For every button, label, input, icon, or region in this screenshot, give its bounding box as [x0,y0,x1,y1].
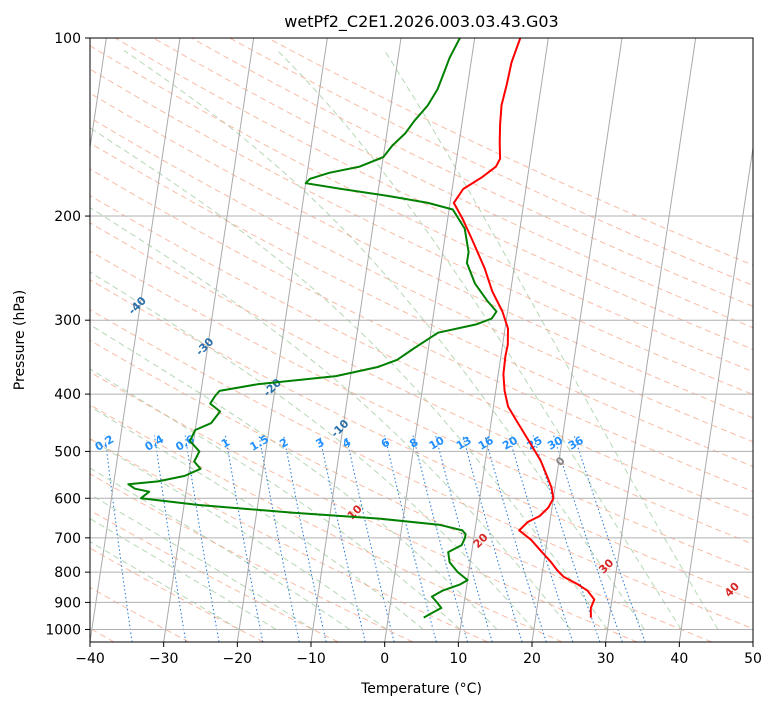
mixing-ratio-line [225,435,264,642]
mixing-ratio-line [283,435,327,642]
isotherm-line [384,38,476,642]
isotherm-line [678,144,753,642]
isotherm-line [236,38,328,642]
moist-adiabat-line [90,518,277,630]
isotherm-line [457,38,549,642]
isotherm-line [310,38,402,642]
dry-adiabat-line [90,547,264,642]
skewed-isotherms [90,38,753,642]
chart-title: wetPf2_C2E1.2026.003.03.43.G03 [284,12,558,32]
dry-adiabat-line [90,404,563,642]
x-axis-label: Temperature (°C) [360,681,482,697]
y-tick-label: 600 [54,491,81,507]
dry-adiabat-line [90,142,753,467]
dry-adiabat-line [90,168,753,493]
dry-adiabat-line [90,509,339,642]
dry-adiabat-line [90,45,753,373]
mixing-ratio-line [319,435,366,642]
dry-adiabat-line [191,38,753,307]
x-tick-label: −20 [223,651,253,667]
dry-adiabat-line [90,371,638,642]
mixing-ratio-line [412,435,468,642]
mixing-ratio-line [573,435,646,642]
dry-adiabat-line [153,38,753,329]
mixing-ratio-line [258,435,300,642]
mixing-ratio-line [184,435,220,642]
y-tick-label: 800 [54,565,81,581]
x-axis: −40 −30 −20 −10 0 10 20 30 40 50 [75,642,762,667]
x-tick-label: 40 [670,651,688,667]
y-tick-label: 300 [54,313,81,329]
dry-adiabats [90,38,753,642]
y-tick-label: 500 [54,444,81,460]
y-tick-label: 200 [54,209,81,225]
dry-adiabat-line [90,279,753,601]
mixing-ratio-line [435,435,493,642]
moist-adiabat-line [90,467,350,630]
y-tick-label: 1000 [45,622,81,638]
moist-adiabat-line [384,50,719,630]
isotherm-line [90,38,181,642]
dry-adiabat-line [90,117,753,443]
y-tick-label: 700 [54,531,81,547]
mixing-ratio-line [345,435,395,642]
y-axis-label: Pressure (hPa) [12,290,28,390]
mixing-ratio-line [154,435,187,642]
y-tick-label: 900 [54,595,81,611]
moist-adiabat-line [90,405,424,630]
x-tick-label: −10 [296,651,326,667]
isotherm-line [605,38,697,642]
moist-adiabat-line [90,541,240,630]
sounding-line [452,38,596,618]
y-tick-label: 400 [54,387,81,403]
x-tick-label: 0 [380,651,389,667]
sounding-line [127,38,498,619]
moist-adiabats [90,50,719,630]
dry-adiabat-line [90,222,753,545]
moist-adiabat-line [90,127,608,630]
moist-adiabat-line [90,368,461,630]
moist-adiabat-line [90,324,498,630]
isotherm-line [531,38,623,642]
dry-adiabat-line [90,68,753,396]
y-axis: 100 200 300 400 500 600 700 800 900 1000 [45,31,90,638]
moist-adiabat-line [90,271,535,630]
isotherm-line [163,38,255,642]
isotherm-line [90,38,107,152]
x-tick-label: 20 [523,651,541,667]
x-tick-label: 10 [449,651,467,667]
plot-area: 0.10.20.40.611.52346810131620253036-100-… [90,38,753,642]
dry-adiabat-line [90,194,753,519]
x-tick-label: −30 [149,651,179,667]
moist-adiabat-line [90,206,572,630]
sounding-series [127,38,596,619]
y-tick-label: 100 [54,31,81,47]
mixing-ratio-lines [104,435,646,642]
x-tick-label: −40 [75,651,105,667]
mixing-ratio-line [104,435,133,642]
isobar-gridlines [90,38,753,630]
moist-adiabat-line [90,438,387,630]
plot-frame [89,37,754,643]
x-tick-label: 30 [597,651,615,667]
mixing-ratio-line [462,435,523,642]
x-tick-label: 50 [744,651,762,667]
dry-adiabat-line [90,309,753,630]
moist-adiabat-line [123,50,645,630]
